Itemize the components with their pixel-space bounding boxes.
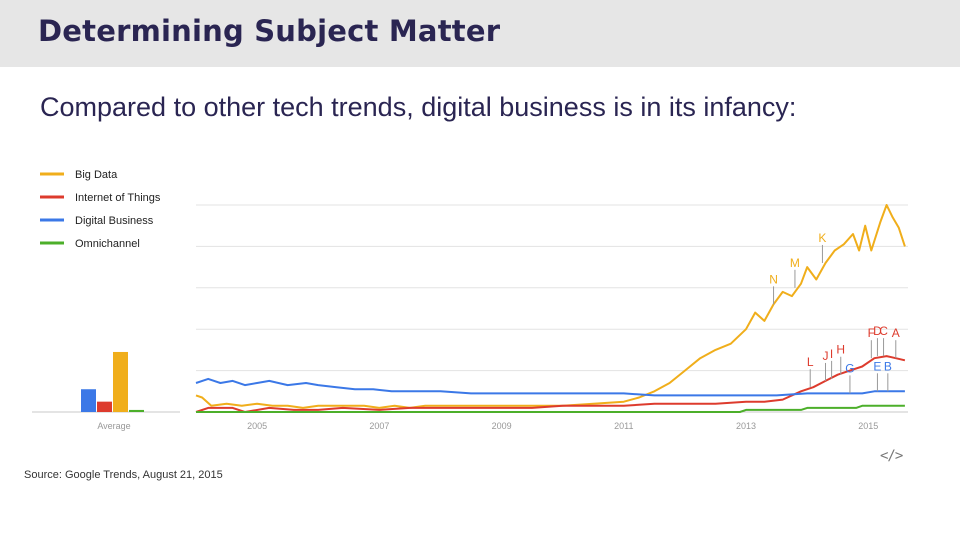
x-tick-label: 2005	[247, 421, 267, 431]
slide-subtitle: Compared to other tech trends, digital b…	[40, 92, 797, 122]
annotation-marker: B	[884, 359, 892, 373]
x-tick-label: 2015	[858, 421, 878, 431]
annotation-marker: G	[845, 361, 854, 375]
legend-label: Omnichannel	[75, 238, 140, 250]
x-tick-label: 2009	[492, 421, 512, 431]
annotation-marker: A	[892, 326, 900, 340]
legend-label: Digital Business	[75, 215, 154, 227]
annotation-marker: K	[818, 231, 826, 245]
average-bar	[97, 401, 112, 412]
annotation-marker: F	[868, 326, 875, 340]
annotation-marker: I	[830, 347, 833, 361]
x-axis: 2005 2007 2009 2011 2013 2015	[196, 411, 908, 431]
series-lines	[195, 204, 906, 413]
annotation-marker: D	[873, 324, 882, 338]
title-bar: Determining Subject Matter	[0, 0, 960, 67]
annotation-marker: N	[769, 272, 778, 286]
average-bar	[113, 351, 128, 412]
legend-label: Internet of Things	[75, 192, 161, 204]
average-label: Average	[97, 421, 130, 431]
series-line	[195, 204, 906, 409]
annotation-marker: E	[873, 359, 881, 373]
x-tick-label: 2013	[736, 421, 756, 431]
annotations: NM K L J I HG FDC A E B	[769, 231, 900, 394]
average-bar	[129, 409, 144, 412]
legend: Big Data Internet of Things Digital Busine…	[40, 169, 161, 250]
trends-chart: Big Data Internet of Things Digital Busine…	[32, 169, 908, 431]
embed-code-icon[interactable]: </>	[880, 448, 903, 464]
x-tick-label: 2007	[369, 421, 389, 431]
legend-label: Big Data	[75, 169, 118, 181]
series-line	[195, 377, 905, 397]
annotation-marker: C	[879, 324, 888, 338]
annotation-marker: L	[807, 355, 814, 369]
source-note: Source: Google Trends, August 21, 2015	[24, 469, 223, 481]
series-line	[196, 404, 905, 413]
series-line	[195, 355, 906, 413]
annotation-marker: M	[790, 256, 800, 270]
slide-title: Determining Subject Matter	[38, 14, 501, 48]
gridlines	[196, 204, 908, 372]
average-panel: Average	[32, 351, 180, 431]
annotation-marker: J	[822, 349, 828, 363]
x-tick-label: 2011	[614, 421, 633, 431]
average-bar	[81, 389, 96, 412]
annotation-marker: H	[836, 343, 845, 357]
